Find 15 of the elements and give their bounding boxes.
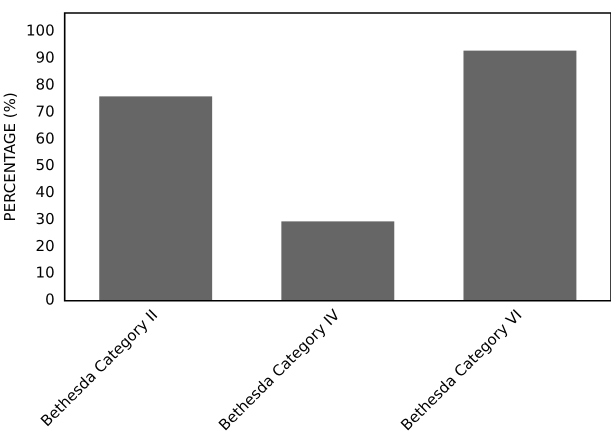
y-tick-label: 60 [36,129,55,148]
bar [281,221,394,301]
bar [99,96,212,301]
y-tick-label: 100 [26,22,55,40]
bar [463,50,576,301]
y-tick-label: 30 [36,210,55,228]
y-tick-label: 90 [36,48,55,67]
y-tick-label: 40 [36,183,55,202]
y-tick-label: 20 [36,236,55,255]
y-tick-label: 80 [36,75,55,94]
y-tick-label: 50 [36,156,55,174]
y-tick-label: 70 [36,102,55,120]
y-tick-label: 0 [45,290,55,309]
y-axis-title: PERCENTAGE (%) [0,92,19,222]
y-tick-label: 10 [36,264,55,282]
